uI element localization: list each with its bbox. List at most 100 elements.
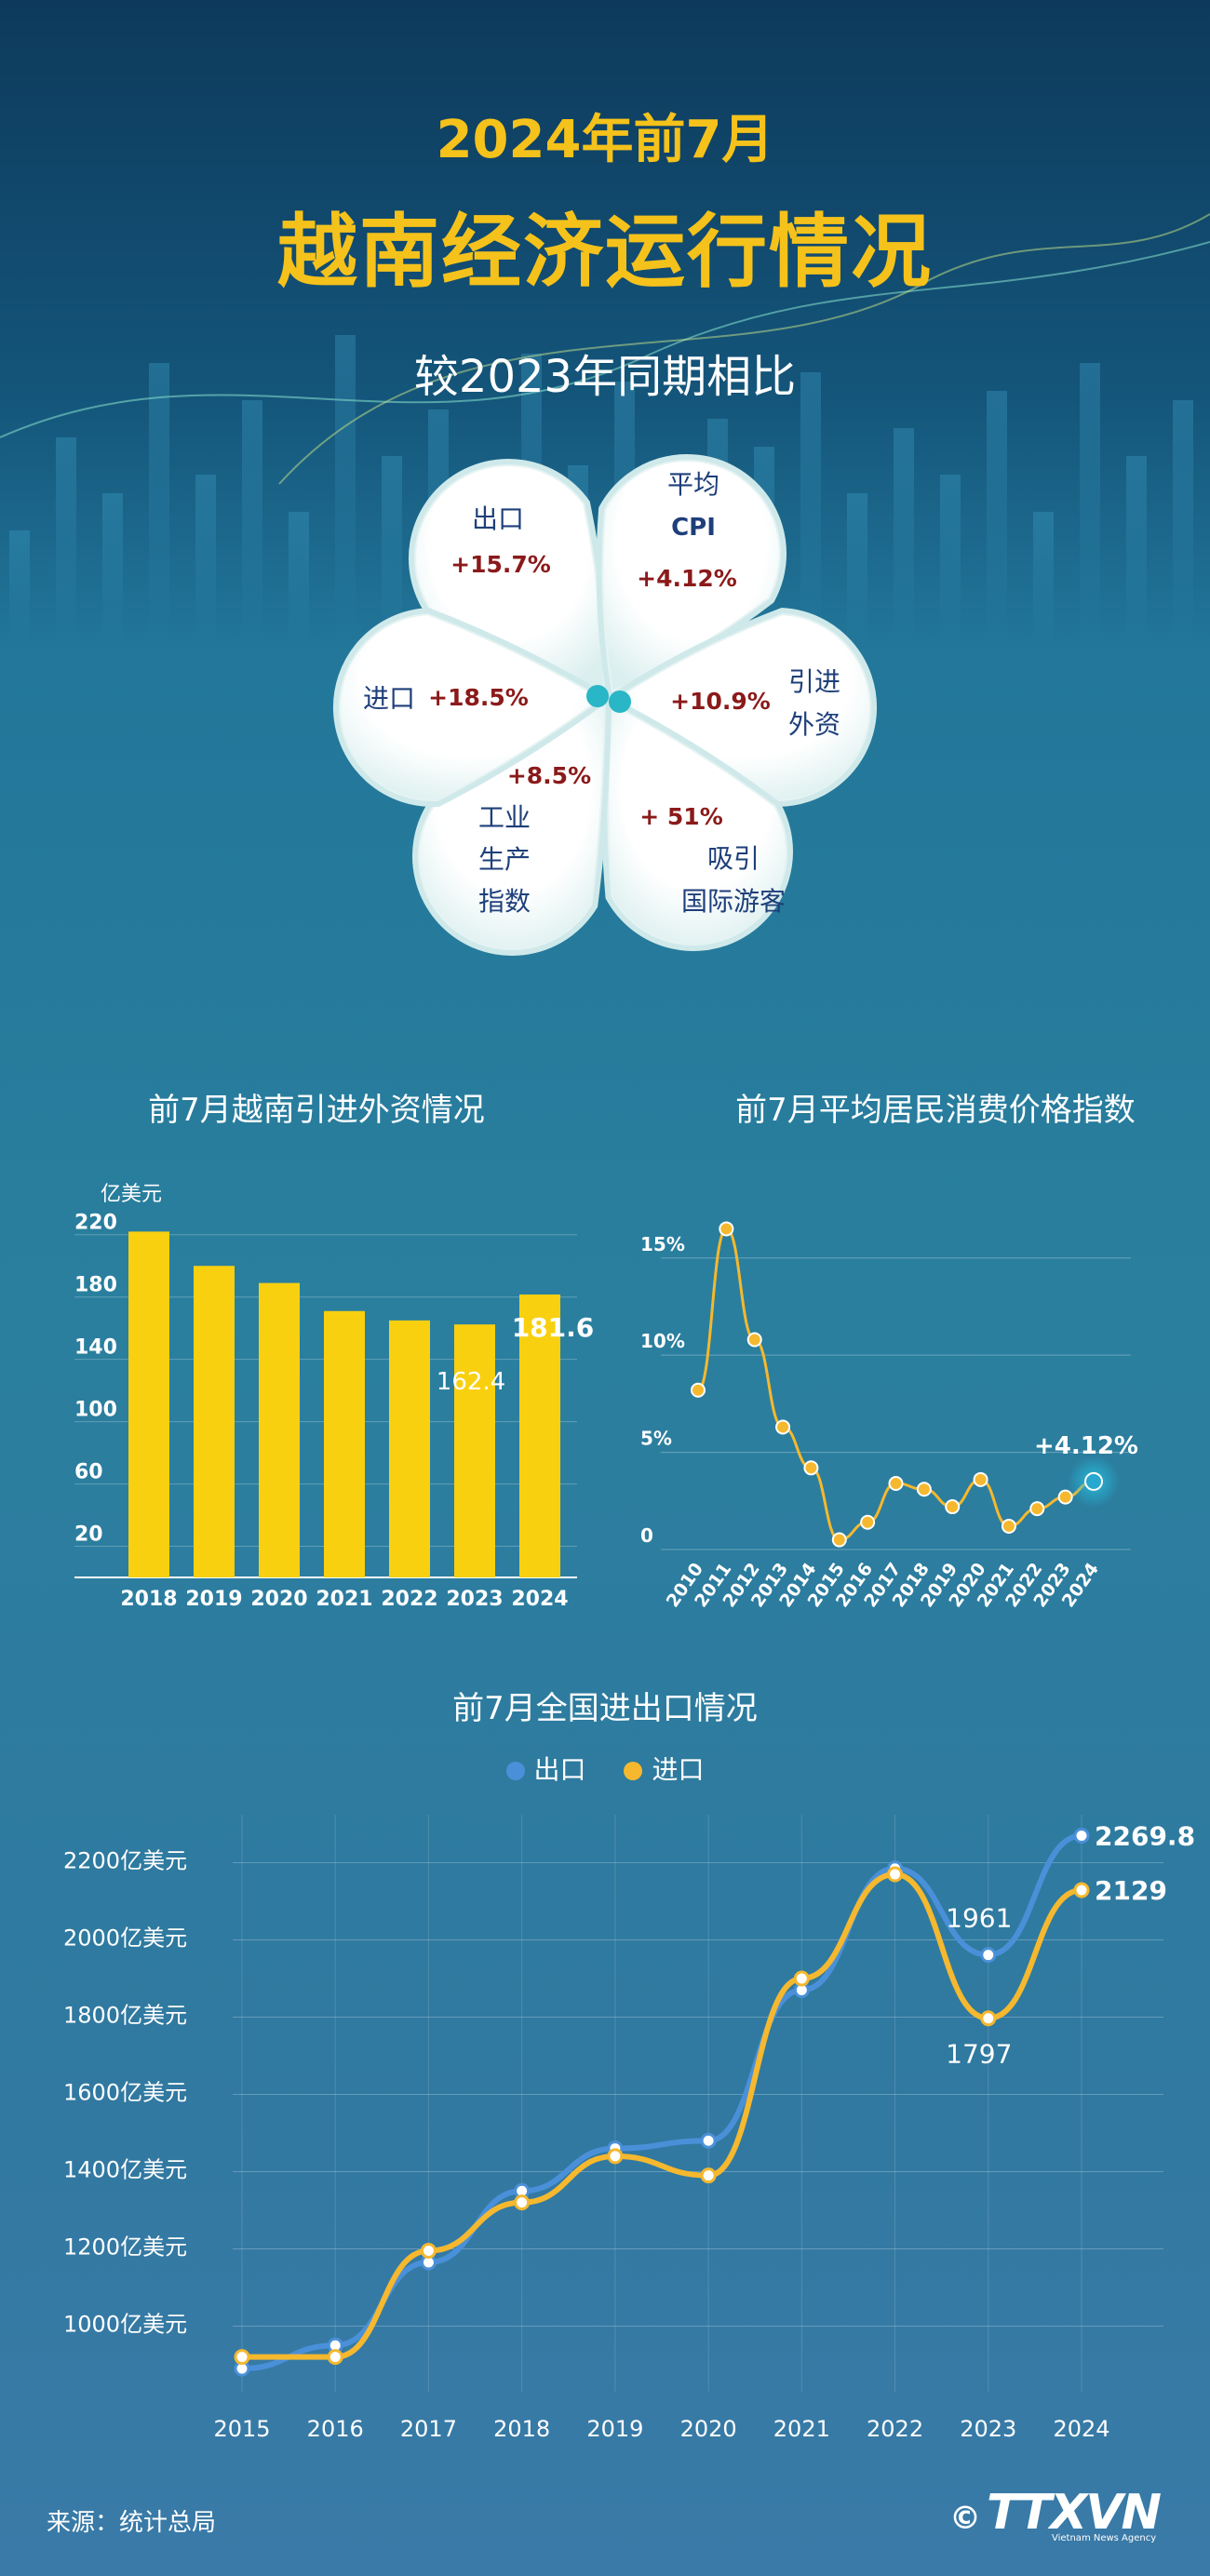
trade-data-label-import: 1797 bbox=[946, 2039, 1012, 2070]
trade-data-label-import: 2129 bbox=[1095, 1875, 1167, 1906]
indicator-label: 生产 bbox=[478, 844, 531, 875]
fdi-bar bbox=[454, 1324, 495, 1577]
bg-tower bbox=[335, 335, 356, 642]
cpi-point bbox=[888, 1476, 904, 1491]
indicator-label: 引进 bbox=[788, 666, 840, 697]
cpi-point bbox=[691, 1382, 706, 1398]
bg-tower bbox=[800, 372, 821, 642]
cpi-highlight-label: +4.12% bbox=[1034, 1432, 1138, 1460]
cpi-point bbox=[1084, 1471, 1103, 1491]
trade-x-tick: 2016 bbox=[307, 2416, 364, 2442]
trade-point-export bbox=[1073, 1828, 1090, 1845]
title-year: 2024年前7月 bbox=[436, 110, 774, 170]
trade-y-tick: 1000亿美元 bbox=[63, 2311, 187, 2337]
trade-point-export bbox=[700, 2132, 717, 2149]
cpi-line-chart: 05%10%15% 201020112012201320142015201620… bbox=[640, 1221, 1138, 1611]
legend-import-label: 进口 bbox=[652, 1754, 705, 1785]
petal-1 bbox=[601, 459, 782, 693]
fdi-chart-title: 前7月越南引进外资情况 bbox=[148, 1092, 485, 1129]
fdi-bar bbox=[389, 1320, 430, 1577]
fdi-x-tick: 2022 bbox=[381, 1588, 437, 1611]
trade-point-import bbox=[514, 2194, 531, 2211]
flower-center-dot bbox=[609, 691, 631, 713]
indicator-value: +8.5% bbox=[507, 762, 591, 789]
bg-tower bbox=[149, 363, 169, 642]
fdi-y-tick: 60 bbox=[74, 1461, 103, 1484]
legend-export-dot bbox=[505, 1762, 525, 1780]
bg-tower bbox=[1033, 512, 1054, 642]
fdi-bar bbox=[128, 1231, 169, 1577]
trade-y-tick: 2200亿美元 bbox=[63, 1847, 187, 1873]
trade-point-import bbox=[607, 2148, 624, 2165]
page-title: 越南经济运行情况 bbox=[277, 206, 933, 299]
fdi-x-tick: 2019 bbox=[185, 1588, 242, 1611]
bg-tower bbox=[1173, 400, 1193, 642]
indicator-value: +4.12% bbox=[637, 565, 737, 592]
indicator-label: 进口 bbox=[363, 683, 415, 714]
cpi-y-tick: 5% bbox=[640, 1428, 672, 1450]
cpi-point bbox=[746, 1332, 762, 1348]
indicator-label: 平均 bbox=[667, 469, 719, 500]
cpi-y-tick: 10% bbox=[640, 1330, 685, 1352]
legend-import-dot bbox=[624, 1762, 643, 1780]
bg-tower bbox=[289, 512, 309, 642]
indicator-label: 国际游客 bbox=[681, 886, 786, 917]
trade-point-import bbox=[700, 2167, 717, 2184]
trade-point-import bbox=[1073, 1882, 1090, 1898]
fdi-y-tick: 220 bbox=[74, 1212, 117, 1235]
fdi-y-tick: 100 bbox=[74, 1399, 117, 1422]
fdi-bar bbox=[194, 1266, 235, 1577]
fdi-x-tick: 2024 bbox=[511, 1588, 568, 1611]
trade-y-tick: 1200亿美元 bbox=[63, 2234, 187, 2260]
trade-line-chart: 1000亿美元 1200亿美元 1400亿美元 1600亿美元 1800亿美元 2000亿… bbox=[63, 1815, 1195, 2442]
bg-tower bbox=[382, 456, 402, 642]
trade-x-tick: 2022 bbox=[867, 2416, 923, 2442]
bg-tower bbox=[1080, 363, 1100, 642]
trade-data-label-export: 1961 bbox=[946, 1903, 1012, 1934]
fdi-bar bbox=[324, 1310, 365, 1577]
fdi-x-tick: 2020 bbox=[250, 1588, 307, 1611]
fdi-data-label: 181.6 bbox=[512, 1312, 595, 1343]
fdi-y-tick: 20 bbox=[74, 1523, 103, 1547]
fdi-x-tick: 2021 bbox=[316, 1588, 372, 1611]
cpi-point bbox=[775, 1419, 791, 1435]
bg-tower bbox=[987, 391, 1007, 642]
indicator-value: + 51% bbox=[639, 803, 723, 830]
trade-point-import bbox=[420, 2243, 437, 2260]
fdi-x-tick: 2018 bbox=[120, 1588, 177, 1611]
indicator-label: 吸引 bbox=[707, 843, 760, 874]
trade-y-tick: 1800亿美元 bbox=[63, 2002, 187, 2028]
trade-x-tick: 2021 bbox=[773, 2416, 830, 2442]
trade-point-export bbox=[980, 1947, 997, 1964]
trade-series-import bbox=[241, 1871, 1082, 2360]
flower-center-dot bbox=[586, 685, 609, 707]
trade-x-tick: 2015 bbox=[213, 2416, 270, 2442]
source-note: 来源：统计总局 bbox=[47, 2509, 217, 2537]
cpi-point bbox=[860, 1514, 876, 1530]
bg-tower bbox=[9, 530, 30, 642]
bg-tower bbox=[894, 428, 914, 642]
trade-x-tick: 2018 bbox=[493, 2416, 550, 2442]
legend-export: 出口 bbox=[505, 1754, 586, 1785]
bg-tower bbox=[195, 475, 216, 642]
fdi-x-tick: 2023 bbox=[446, 1588, 503, 1611]
indicator-label: 出口 bbox=[472, 503, 524, 534]
trade-y-tick: 1400亿美元 bbox=[63, 2156, 187, 2182]
fdi-bar-chart: 亿美元 20 60 100 140 180 220 2018 2019 2020 2021 202… bbox=[74, 1183, 595, 1611]
cpi-point bbox=[916, 1482, 932, 1497]
fdi-bar bbox=[259, 1282, 300, 1577]
trade-x-tick: 2020 bbox=[680, 2416, 737, 2442]
trade-x-tick: 2024 bbox=[1053, 2416, 1109, 2442]
trade-data-label-export: 2269.8 bbox=[1095, 1821, 1195, 1852]
logo-tagline: Vietnam News Agency bbox=[1052, 2533, 1157, 2543]
bg-tower bbox=[847, 493, 867, 642]
petal-3 bbox=[607, 703, 787, 946]
trade-point-import bbox=[887, 1866, 904, 1883]
cpi-y-tick: 0 bbox=[640, 1524, 653, 1547]
petal-5 bbox=[338, 613, 603, 801]
trade-chart-title: 前7月全国进出口情况 bbox=[452, 1690, 758, 1727]
trade-point-import bbox=[980, 2010, 997, 2027]
cpi-point bbox=[1057, 1489, 1073, 1505]
trade-point-import bbox=[234, 2349, 250, 2366]
trade-x-tick: 2017 bbox=[400, 2416, 457, 2442]
